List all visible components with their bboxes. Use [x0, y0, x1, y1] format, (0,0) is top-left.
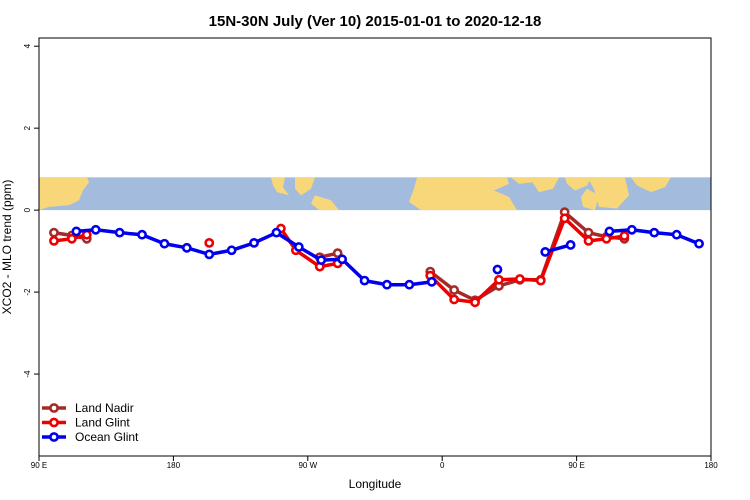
data-point-land-glint: [619, 231, 630, 241]
data-point-ocean-glint: [694, 238, 704, 249]
land-mass: [409, 177, 517, 211]
land-mass: [581, 188, 599, 211]
data-point-ocean-glint: [540, 247, 551, 257]
series-layer: [49, 207, 704, 308]
y-tick-label: 2: [23, 125, 32, 130]
data-point-land-glint: [583, 235, 594, 246]
data-point-land-nadir: [332, 248, 343, 259]
data-point-ocean-glint: [404, 279, 415, 290]
x-axis: 90 E 180 90 W 0 90 E 180: [31, 456, 718, 470]
legend-marker-land-nadir: [49, 403, 59, 413]
data-point-land-glint: [449, 294, 460, 305]
data-point-land-nadir: [49, 227, 59, 238]
data-point-ocean-glint: [114, 227, 125, 238]
y-tick-label: 4: [23, 43, 32, 48]
data-point-ocean-glint: [181, 242, 192, 253]
x-tick-label: 90 W: [298, 461, 317, 470]
plot-border: [38, 37, 712, 457]
data-point-ocean-glint: [565, 240, 576, 250]
land-mass: [295, 177, 315, 196]
data-point-ocean-glint: [626, 224, 637, 235]
series-line-land-nadir: [429, 210, 625, 303]
data-point-ocean-glint: [382, 279, 392, 290]
legend-marker-ocean-glint: [49, 432, 59, 442]
land-mass: [39, 177, 89, 211]
data-point-ocean-glint: [90, 224, 101, 235]
world-map-strip: [39, 177, 711, 211]
data-point-ocean-glint: [226, 245, 237, 256]
y-tick-label: 0: [23, 207, 32, 212]
data-point-land-glint: [494, 274, 504, 285]
data-point-ocean-glint: [71, 226, 82, 237]
data-point-land-glint: [535, 275, 546, 286]
data-point-ocean-glint: [492, 264, 503, 275]
data-point-ocean-glint: [649, 227, 660, 238]
data-point-land-glint: [514, 274, 525, 284]
y-tick-label: -4: [23, 370, 32, 378]
y-axis-label: XCO2 - MLO trend (ppm): [0, 180, 14, 315]
data-point-ocean-glint: [316, 255, 327, 266]
chart-title: 15N-30N July (Ver 10) 2015-01-01 to 2020…: [209, 13, 542, 30]
x-axis-label: Longitude: [349, 477, 402, 491]
data-point-land-nadir: [449, 285, 460, 295]
land-mass: [529, 177, 559, 193]
legend-label-land-glint: Land Glint: [75, 416, 130, 430]
legend-marker-land-glint: [49, 417, 59, 428]
data-point-ocean-glint: [249, 238, 259, 248]
data-point-ocean-glint: [293, 242, 304, 252]
data-point-ocean-glint: [204, 249, 215, 260]
legend-label-land-nadir: Land Nadir: [75, 401, 134, 415]
data-point-ocean-glint: [337, 254, 348, 265]
map-land: [39, 177, 671, 211]
data-point-ocean-glint: [426, 276, 437, 287]
data-point-ocean-glint: [671, 229, 682, 240]
data-point-ocean-glint: [137, 229, 147, 240]
x-tick-label: 180: [167, 461, 181, 470]
x-tick-label: 0: [440, 461, 445, 470]
data-point-land-glint: [204, 238, 215, 248]
land-mass: [631, 177, 671, 193]
data-point-land-glint: [66, 233, 77, 244]
land-mass: [587, 177, 629, 209]
data-point-ocean-glint: [271, 227, 282, 238]
data-point-land-glint: [559, 213, 570, 224]
data-point-ocean-glint: [159, 238, 170, 249]
data-point-land-glint: [470, 297, 480, 308]
series-land-glint: [49, 213, 630, 308]
y-axis: 4 2 0 -2 -4: [23, 43, 39, 378]
x-tick-label: 90 E: [31, 461, 47, 470]
legend-label-ocean-glint: Ocean Glint: [75, 430, 139, 444]
land-mass: [311, 195, 339, 211]
data-point-ocean-glint: [604, 226, 615, 237]
land-mass: [565, 177, 591, 191]
x-tick-label: 90 E: [568, 461, 584, 470]
data-point-land-nadir: [583, 227, 594, 238]
data-point-land-glint: [49, 235, 59, 246]
x-tick-label: 180: [704, 461, 718, 470]
y-tick-label: -2: [23, 288, 32, 296]
data-point-ocean-glint: [359, 275, 370, 286]
land-mass: [271, 177, 289, 196]
series-line-land-glint: [429, 216, 625, 305]
series-ocean-glint: [71, 224, 704, 290]
